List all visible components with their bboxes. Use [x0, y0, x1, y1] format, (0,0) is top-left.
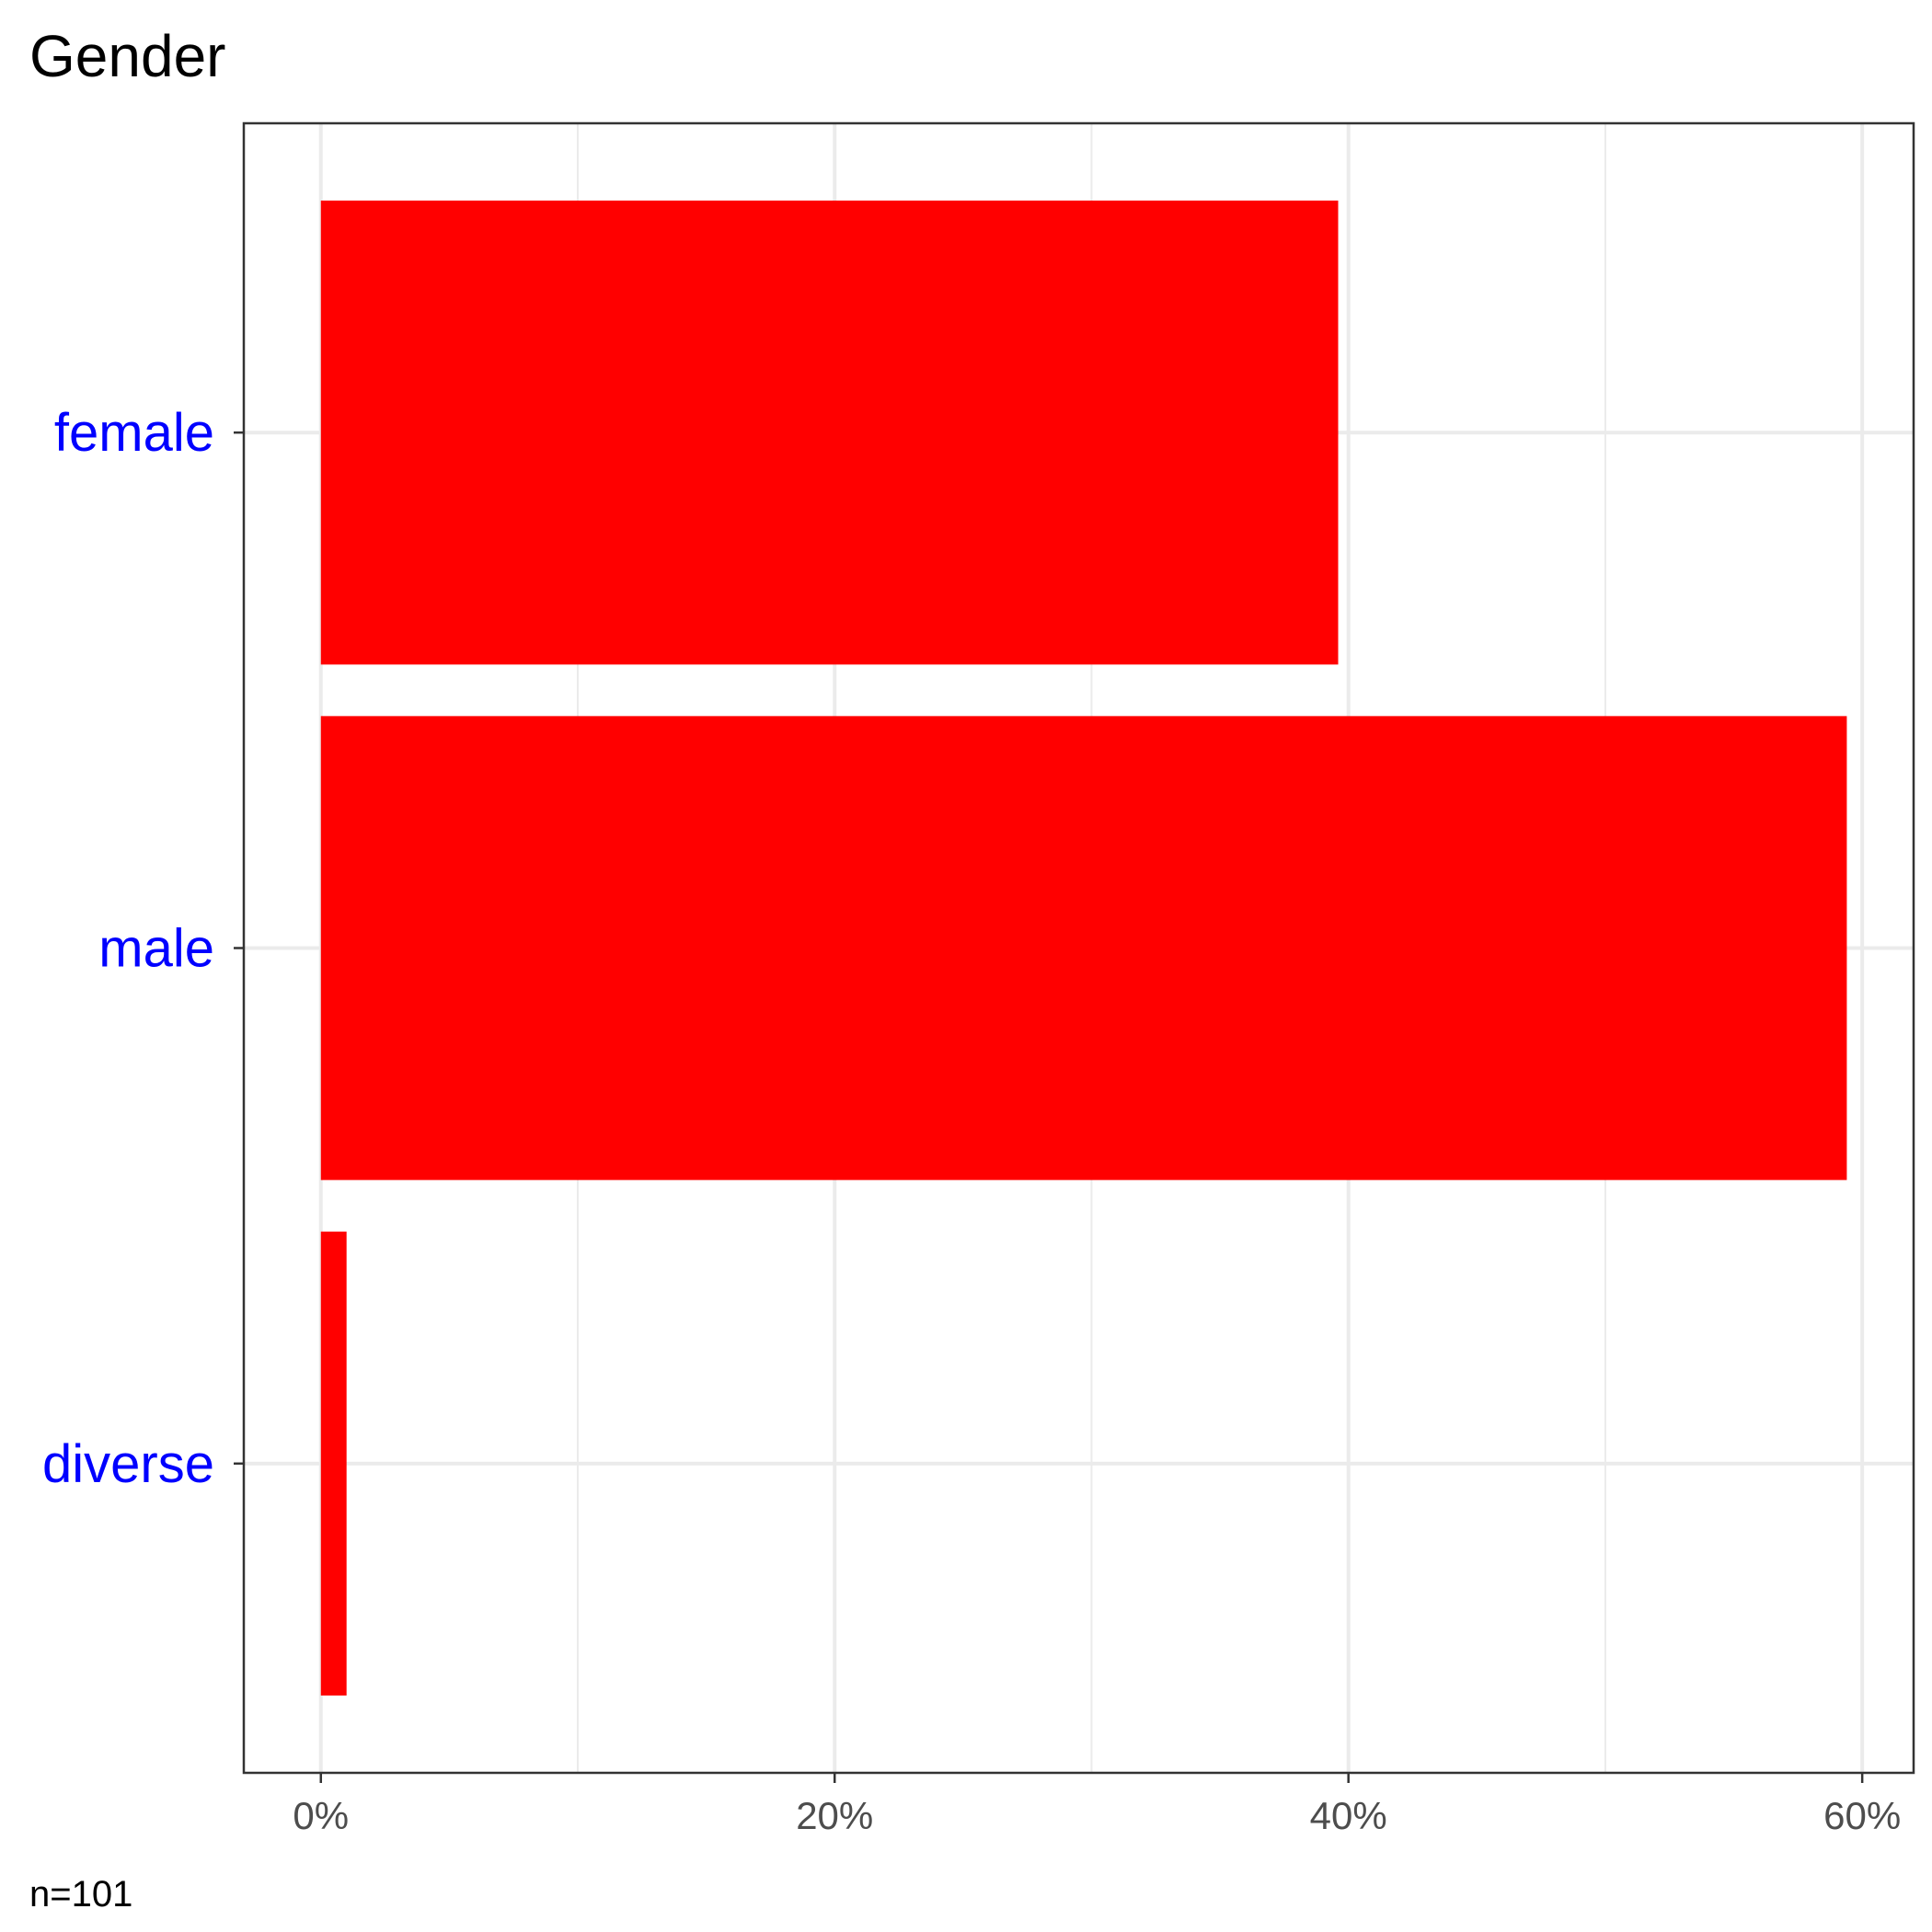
x-tick-label: 0%	[293, 1794, 349, 1837]
bar-male	[320, 716, 1847, 1180]
chart-title: Gender	[29, 23, 225, 89]
bar-diverse	[320, 1231, 347, 1696]
bar-female	[320, 201, 1339, 665]
x-tick-label: 20%	[796, 1794, 873, 1837]
x-tick-label: 40%	[1310, 1794, 1387, 1837]
x-tick-label: 60%	[1823, 1794, 1901, 1837]
y-axis: female male diverse	[42, 403, 244, 1494]
caption: n=101	[29, 1874, 132, 1915]
x-axis: 0% 20% 40% 60%	[293, 1773, 1901, 1837]
y-tick-label-diverse: diverse	[42, 1434, 214, 1494]
y-tick-label-male: male	[98, 919, 214, 979]
bars	[320, 201, 1847, 1696]
y-tick-label-female: female	[54, 403, 214, 463]
